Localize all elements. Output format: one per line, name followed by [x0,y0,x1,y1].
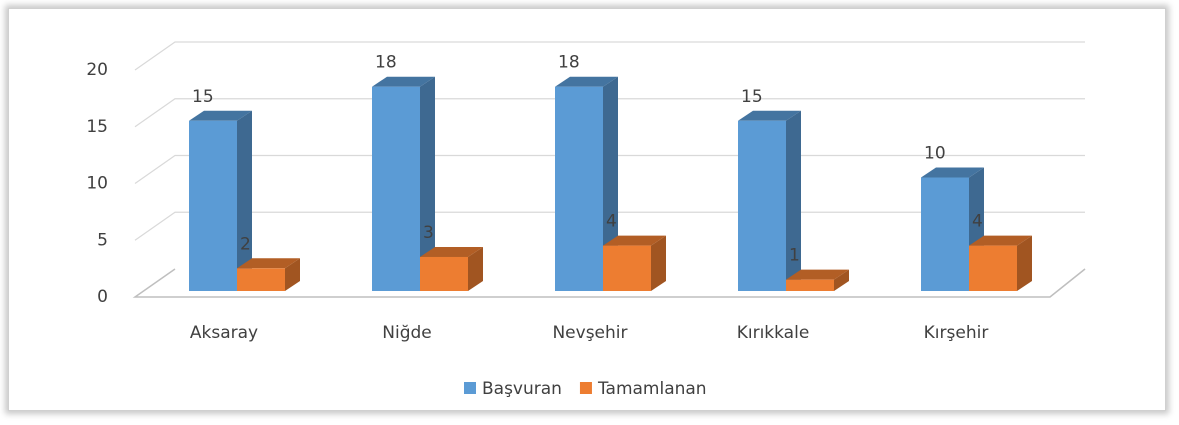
bar-side [834,269,849,291]
data-label: 18 [558,53,580,73]
y-tick-label: 0 [97,287,108,307]
bar-top [969,235,1032,246]
bar-top [786,269,849,280]
legend-swatch [464,382,476,394]
x-tick-label: Kırıkkale [737,323,810,343]
bar [969,245,1017,291]
y-tick-label: 15 [86,117,108,137]
bar-top [372,76,435,87]
data-label: 15 [741,87,763,107]
data-label: 2 [240,234,251,254]
y-tick-label: 20 [86,60,108,80]
bar [603,245,651,291]
bar-side [651,235,666,291]
chart-frame [8,8,1166,411]
x-tick-label: Aksaray [190,323,258,343]
bar-side [1017,235,1032,291]
grid-line [134,98,1085,128]
bar [189,120,237,291]
data-label: 18 [375,53,397,73]
data-label: 3 [423,223,434,243]
y-tick-label: 10 [86,174,108,194]
bar-side [420,76,435,291]
grid-line [134,41,1085,71]
x-tick-label: Niğde [382,323,431,343]
data-label: 15 [192,87,214,107]
bar [555,86,603,291]
data-label: 1 [789,246,800,266]
bar [786,279,834,291]
bar [738,120,786,291]
legend-swatch [579,382,592,394]
data-label: 4 [972,212,983,232]
bar-top [237,258,300,269]
floor-line [132,268,1086,298]
bar-side [237,110,252,291]
bar [921,177,969,291]
bar-top [921,167,984,178]
bar [237,268,285,291]
bar-side [285,258,300,291]
bar-top [420,246,483,257]
bar-side [468,246,483,291]
legend-label: Başvuran [482,379,562,399]
bar-top [738,110,801,121]
bar-top [189,110,252,121]
x-tick-label: Kırşehir [924,323,989,343]
data-label: 10 [924,144,946,164]
bar [372,86,420,291]
bar-top [555,76,618,87]
bar-side [786,110,801,291]
bar-side [603,76,618,291]
bar [420,256,468,291]
bar-top [603,235,666,246]
x-tick-label: Nevşehir [552,323,627,343]
legend-label: Tamamlanan [597,379,707,399]
data-label: 4 [606,212,617,232]
y-tick-label: 5 [97,230,108,250]
